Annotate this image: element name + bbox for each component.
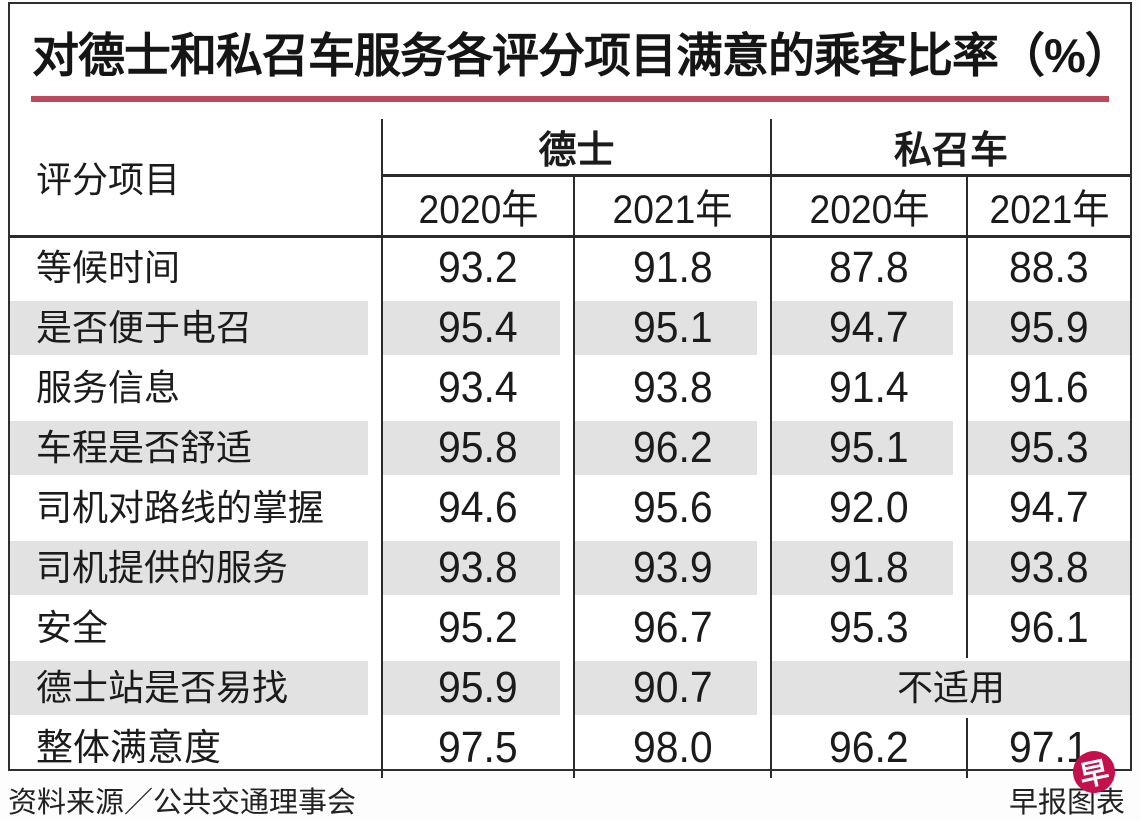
year-header-taxi-2020: 2020年 [381,175,574,239]
value-cell: 96.2 [770,718,968,779]
value-cell: 88.3 [966,236,1131,299]
value-cell: 95.4 [381,298,574,359]
value-cell: 93.8 [966,538,1131,599]
value-cell: 96.1 [966,598,1131,659]
zaobao-logo-glyph: 早 [1077,756,1113,794]
table-frame: 对德士和私召车服务各评分项目满意的乘客比率（%） 评分项目 德士 私召车 [8,2,1132,779]
table-row-service-info: 服务信息 93.4 93.8 91.4 91.6 [10,358,1131,419]
title-accent-rule [31,96,1109,103]
table-row-route-knowledge: 司机对路线的掌握 94.6 95.6 92.0 94.7 [10,478,1131,539]
value-cell: 91.6 [966,358,1131,419]
value-cell: 97.5 [381,718,574,779]
row-label: 整体满意度 [36,727,221,769]
year-header-row: 2020年 2021年 2020年 2021年 [10,175,1131,239]
value-cell: 95.6 [572,478,772,539]
value-cell: 96.7 [572,598,772,659]
value-cell: 87.8 [770,236,968,299]
value-cell: 90.7 [572,658,772,719]
value-cell: 94.6 [381,478,574,539]
row-label: 是否便于电召 [10,298,382,359]
row-label: 安全 [36,607,109,649]
credit-note: 早报图表 [1008,787,1125,819]
row-label: 德士站是否易找 [10,658,382,719]
year-header-phv-2021: 2021年 [966,175,1131,239]
satisfaction-table: 评分项目 德士 私召车 2020年 2021年 2020年 2021年 [10,119,1131,779]
value-cell: 95.9 [381,658,574,719]
value-cell: 91.8 [572,236,772,299]
value-cell: 94.7 [966,478,1131,539]
row-label: 服务信息 [36,367,181,409]
table-row-waiting-time: 等候时间 93.2 91.8 87.8 88.3 [10,236,1131,299]
corner-header-cell: 评分项目 [10,119,382,239]
row-label: 等候时间 [36,247,181,289]
chart-title: 对德士和私召车服务各评分项目满意的乘客比率（%） [32,29,1132,82]
value-cell: 95.2 [381,598,574,659]
value-cell: 93.2 [381,236,574,299]
table-row-ride-comfort: 车程是否舒适 95.8 96.2 95.1 95.3 [10,418,1131,479]
value-cell: 97.1 [966,718,1131,779]
na-cell: 不适用 [770,658,1131,719]
group-header-taxi: 德士 [380,119,772,178]
value-cell: 95.1 [572,298,772,359]
value-cell: 95.9 [966,298,1131,359]
row-label: 司机对路线的掌握 [36,487,325,529]
value-cell: 95.3 [770,598,968,659]
value-cell: 92.0 [770,478,968,539]
value-cell: 93.9 [572,538,772,599]
year-header-taxi-2021: 2021年 [572,175,772,239]
value-cell: 93.8 [381,538,574,599]
year-header-phv-2020: 2020年 [770,175,968,239]
table-row-safety: 安全 95.2 96.7 95.3 96.1 [10,598,1131,659]
table-row-ease-of-booking: 是否便于电召 95.4 95.1 94.7 95.9 [10,298,1131,359]
value-cell: 95.3 [966,418,1131,479]
value-cell: 95.1 [770,418,968,479]
table-row-taxi-stand: 德士站是否易找 95.9 90.7 不适用 [10,658,1131,719]
footer: 资料来源／公共交通理事会 早报图表 [8,779,1125,821]
group-phv-label: 私召车 [894,130,1009,173]
table-row-overall-satisfaction: 整体满意度 97.5 98.0 96.2 97.1 [10,718,1131,779]
group-header-phv: 私召车 [770,119,1131,178]
value-cell: 91.4 [770,358,968,419]
value-cell: 95.8 [381,418,574,479]
value-cell: 98.0 [572,718,772,779]
corner-header-label: 评分项目 [36,159,181,201]
group-taxi-label: 德士 [538,130,615,173]
value-cell: 94.7 [770,298,968,359]
value-cell: 93.4 [381,358,574,419]
row-label: 司机提供的服务 [10,538,382,599]
table-row-driver-service: 司机提供的服务 93.8 93.9 91.8 93.8 [10,538,1131,599]
value-cell: 93.8 [572,358,772,419]
value-cell: 96.2 [572,418,772,479]
row-label: 车程是否舒适 [10,418,382,479]
value-cell: 91.8 [770,538,968,599]
source-note: 资料来源／公共交通理事会 [8,787,357,819]
group-header-row: 评分项目 德士 私召车 [10,119,1131,239]
